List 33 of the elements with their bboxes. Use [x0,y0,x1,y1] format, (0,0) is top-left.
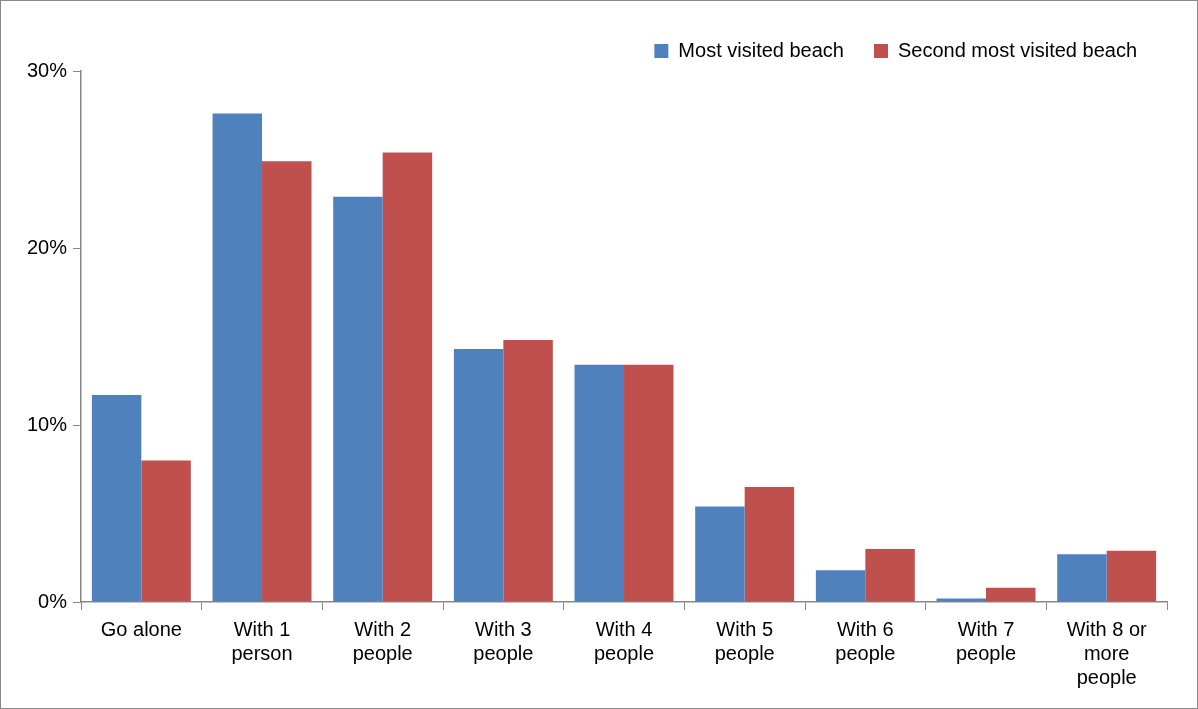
bar [815,570,866,602]
y-tick-label: 0% [38,589,68,612]
x-tick-label: With 3 people [473,617,534,664]
x-tick-label: With 6 people [835,617,896,664]
bar [624,364,674,602]
legend-label: Second most visited beach [897,38,1138,61]
bar [865,548,915,602]
bar [1106,550,1157,602]
y-tick-label: 10% [27,412,68,435]
x-tick-label: With 1 person [231,617,293,664]
x-tick-label: With 2 people [352,617,413,664]
bar [503,340,553,602]
x-tick-label: Go alone [100,617,182,640]
bar [262,161,312,602]
y-tick-label: 20% [27,235,68,258]
x-tick-label: With 4 people [593,617,655,664]
bar [986,587,1036,602]
bar [212,113,263,602]
bar [141,460,191,602]
bar [91,394,142,602]
bar [1057,554,1107,602]
bar [382,152,433,602]
bar [333,196,383,602]
x-tick-label: With 5 people [714,617,775,664]
y-tick-label: 30% [27,58,68,81]
bar [574,364,625,602]
x-tick-label: With 7 people [955,617,1017,664]
bar [936,598,987,602]
legend-label: Most visited beach [678,38,844,61]
bar [744,486,795,602]
x-tick-label: With 8 or more people [1066,617,1148,688]
bar [453,348,504,602]
bar [695,506,745,602]
